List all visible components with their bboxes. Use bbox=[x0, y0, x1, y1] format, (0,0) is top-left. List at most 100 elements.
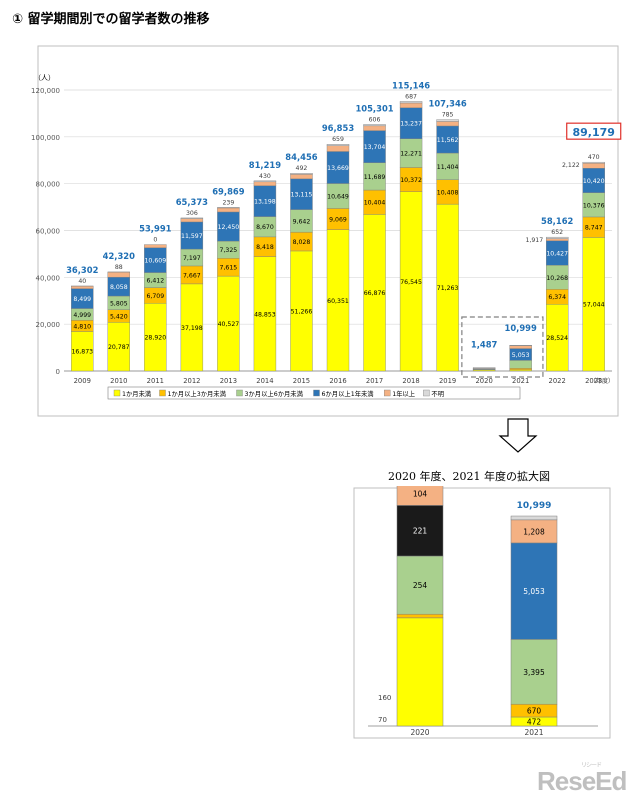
segment-label: 57,044 bbox=[583, 302, 605, 309]
bar-segment bbox=[290, 174, 313, 180]
segment-label: 10,427 bbox=[546, 251, 568, 258]
legend-label: 6か月以上1年未満 bbox=[322, 389, 375, 398]
segment-label: 4,999 bbox=[73, 312, 91, 319]
segment-label: 8,058 bbox=[110, 284, 128, 291]
total-label: 53,991 bbox=[139, 224, 171, 234]
segment-label: 6,412 bbox=[146, 278, 164, 285]
y-tick-label: 40,000 bbox=[36, 274, 61, 282]
segment-label: 6,374 bbox=[548, 294, 566, 301]
x-tick-label: 2011 bbox=[147, 377, 164, 385]
zoom-side-label: 70 bbox=[378, 716, 387, 724]
segment-label: 10,268 bbox=[546, 275, 568, 282]
y-tick-label: 60,000 bbox=[36, 228, 61, 236]
segment-label: 37,198 bbox=[181, 325, 203, 332]
unknown-label: 659 bbox=[332, 136, 344, 143]
x-tick-label: 2013 bbox=[220, 377, 237, 385]
segment-label: 9,642 bbox=[293, 218, 311, 225]
legend-swatch bbox=[384, 389, 391, 397]
y-tick-label: 80,000 bbox=[36, 181, 61, 189]
segment-label: 48,853 bbox=[254, 311, 276, 318]
segment-label: 20,787 bbox=[108, 344, 130, 351]
x-tick-label: 2023 bbox=[585, 377, 602, 385]
legend-label: 3か月以上6か月未満 bbox=[245, 389, 304, 398]
x-tick-label: 2021 bbox=[512, 377, 529, 385]
y-tick-label: 120,000 bbox=[31, 87, 60, 95]
segment-label: 8,028 bbox=[293, 239, 311, 246]
total-label: 42,320 bbox=[103, 251, 135, 261]
bar-segment bbox=[144, 244, 167, 248]
over-one-year-label: 1,917 bbox=[525, 237, 543, 244]
zoom-side-label: 160 bbox=[378, 694, 391, 702]
legend-swatch bbox=[159, 389, 166, 397]
segment-label: 11,404 bbox=[437, 164, 459, 171]
bar-segment bbox=[472, 367, 496, 369]
bar-segment bbox=[582, 163, 605, 169]
segment-label: 16,873 bbox=[71, 349, 93, 356]
x-tick-label: 2018 bbox=[402, 377, 419, 385]
total-label: 65,373 bbox=[176, 197, 208, 207]
segment-label: 8,747 bbox=[585, 225, 603, 232]
total-label: 84,456 bbox=[285, 152, 317, 162]
legend-label: 1年以上 bbox=[392, 389, 415, 398]
total-label: 69,869 bbox=[212, 186, 244, 196]
bar-segment bbox=[180, 218, 204, 223]
bar-segment bbox=[326, 145, 350, 152]
segment-label: 66,876 bbox=[364, 290, 386, 297]
segment-label: 12,271 bbox=[400, 151, 422, 158]
total-label: 58,162 bbox=[541, 216, 573, 226]
segment-label: 8,418 bbox=[256, 244, 274, 251]
zoom-segment-label: 5,053 bbox=[523, 587, 545, 596]
total-label: 10,999 bbox=[505, 323, 537, 333]
x-tick-label: 2019 bbox=[439, 377, 456, 385]
bar-segment bbox=[253, 180, 277, 183]
segment-label: 10,420 bbox=[583, 178, 605, 185]
x-tick-label: 2014 bbox=[256, 377, 273, 385]
bar-segment bbox=[546, 238, 569, 242]
y-axis-unit: （人） bbox=[34, 74, 55, 82]
total-label: 96,853 bbox=[322, 123, 354, 133]
zoom-bar-segment bbox=[396, 613, 444, 619]
x-tick-label: 2016 bbox=[329, 377, 346, 385]
zoom-total-label: 10,999 bbox=[517, 501, 552, 511]
logo-subtext: リシード bbox=[581, 763, 602, 769]
legend-swatch bbox=[236, 389, 243, 397]
unknown-label: 0 bbox=[153, 237, 157, 244]
segment-label: 13,704 bbox=[364, 144, 386, 151]
bar-segment bbox=[217, 207, 240, 213]
legend-label: 1か月以上3か月未満 bbox=[168, 389, 227, 398]
unknown-label: 430 bbox=[259, 173, 271, 180]
legend-swatch bbox=[113, 389, 121, 397]
unknown-label: 606 bbox=[369, 116, 381, 123]
bar-segment bbox=[546, 236, 569, 239]
total-label: 36,302 bbox=[66, 265, 98, 275]
zoom-segment-label: 1,208 bbox=[523, 527, 545, 536]
segment-label: 60,351 bbox=[327, 298, 349, 305]
x-tick-label: 2017 bbox=[366, 377, 383, 385]
bar-segment bbox=[509, 345, 532, 349]
bar-segment bbox=[509, 368, 532, 371]
segment-label: 71,263 bbox=[437, 285, 459, 292]
bar-segment bbox=[180, 217, 204, 219]
bar-segment bbox=[253, 181, 277, 186]
zoom-bar-segment bbox=[510, 515, 558, 521]
segment-label: 13,115 bbox=[291, 192, 313, 199]
x-tick-label: 2022 bbox=[549, 377, 566, 385]
segment-label: 13,237 bbox=[400, 121, 422, 128]
zoom-chart: 2542211041,48720204726703,3955,0531,2081… bbox=[353, 486, 611, 739]
segment-label: 11,562 bbox=[437, 137, 459, 144]
unknown-label: 687 bbox=[405, 93, 417, 100]
unknown-label: 40 bbox=[78, 278, 86, 285]
segment-label: 5,420 bbox=[110, 313, 128, 320]
zoom-title: 2020 年度、2021 年度の拡大図 bbox=[388, 470, 550, 483]
segment-label: 10,404 bbox=[364, 200, 386, 207]
unknown-label: 652 bbox=[551, 229, 563, 236]
y-tick-label: 100,000 bbox=[31, 134, 60, 142]
x-tick-label: 2009 bbox=[74, 377, 91, 385]
bar-segment bbox=[363, 124, 386, 127]
segment-label: 40,527 bbox=[218, 321, 240, 328]
segment-label: 4,810 bbox=[73, 323, 91, 330]
bar-segment bbox=[290, 173, 313, 175]
segment-label: 28,920 bbox=[145, 335, 167, 342]
x-tick-label: 2012 bbox=[183, 377, 200, 385]
unknown-label: 88 bbox=[115, 264, 123, 271]
